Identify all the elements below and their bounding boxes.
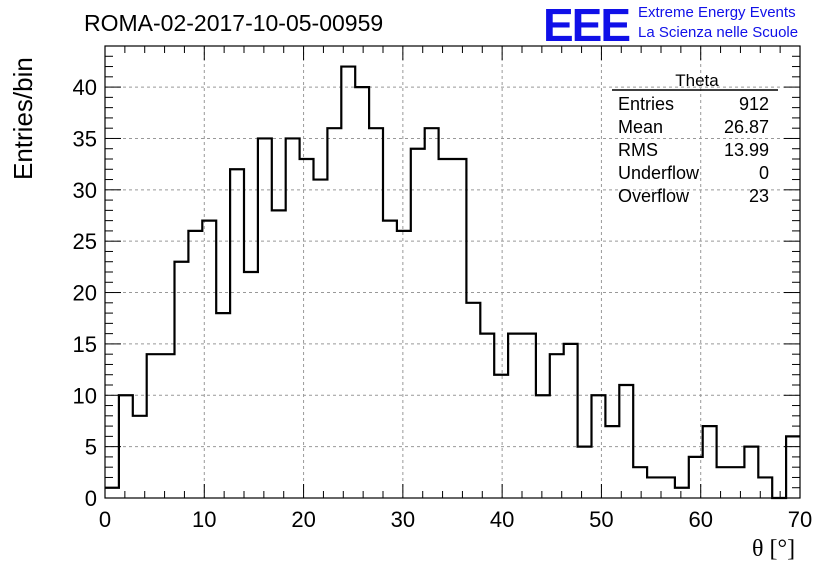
plot-frame	[104, 45, 801, 499]
grid-lines	[105, 46, 800, 498]
histogram-outline	[105, 65, 800, 500]
y-tick-label: 20	[73, 281, 97, 306]
stats-title: Theta	[675, 71, 719, 90]
y-tick-label: 15	[73, 332, 97, 357]
eee-logo: EEE	[543, 0, 631, 51]
y-tick-label: 0	[85, 486, 97, 511]
y-tick-label: 30	[73, 178, 97, 203]
stats-row-label: RMS	[618, 140, 658, 160]
x-tick-label: 70	[788, 507, 812, 532]
stats-row-value: 912	[739, 94, 769, 114]
logo-line-2: La Scienza nelle Scuole	[638, 24, 799, 41]
y-tick-label: 35	[73, 126, 97, 151]
y-tick-label: 5	[85, 435, 97, 460]
stats-row-label: Underflow	[618, 163, 700, 183]
x-tick-label: 20	[291, 507, 315, 532]
stats-row-value: 13.99	[724, 140, 769, 160]
y-tick-label: 10	[73, 383, 97, 408]
y-tick-label: 25	[73, 229, 97, 254]
logo-line-1: Extreme Energy Events	[638, 4, 796, 21]
x-tick-label: 40	[490, 507, 514, 532]
x-tick-label: 60	[688, 507, 712, 532]
x-axis-label: θ [°]	[752, 536, 796, 562]
x-tick-label: 50	[589, 507, 613, 532]
axis-ticks	[104, 45, 801, 499]
y-tick-labels: 0 5 10 15 20 25 30 35 40	[73, 75, 97, 511]
stats-row-value: 23	[749, 186, 769, 206]
stats-row-value: 0	[759, 163, 769, 183]
stats-row-label: Overflow	[618, 186, 690, 206]
stats-row-label: Entries	[618, 94, 674, 114]
stats-row-label: Mean	[618, 117, 663, 137]
y-tick-label: 40	[73, 75, 97, 100]
x-tick-label: 0	[99, 507, 111, 532]
chart-title: ROMA-02-2017-10-05-00959	[84, 10, 384, 36]
x-tick-labels: 0 10 20 30 40 50 60 70	[99, 507, 812, 532]
x-tick-label: 30	[391, 507, 415, 532]
y-axis-label: Entries/bin	[8, 57, 38, 180]
stats-row-value: 26.87	[724, 117, 769, 137]
x-tick-label: 10	[192, 507, 216, 532]
